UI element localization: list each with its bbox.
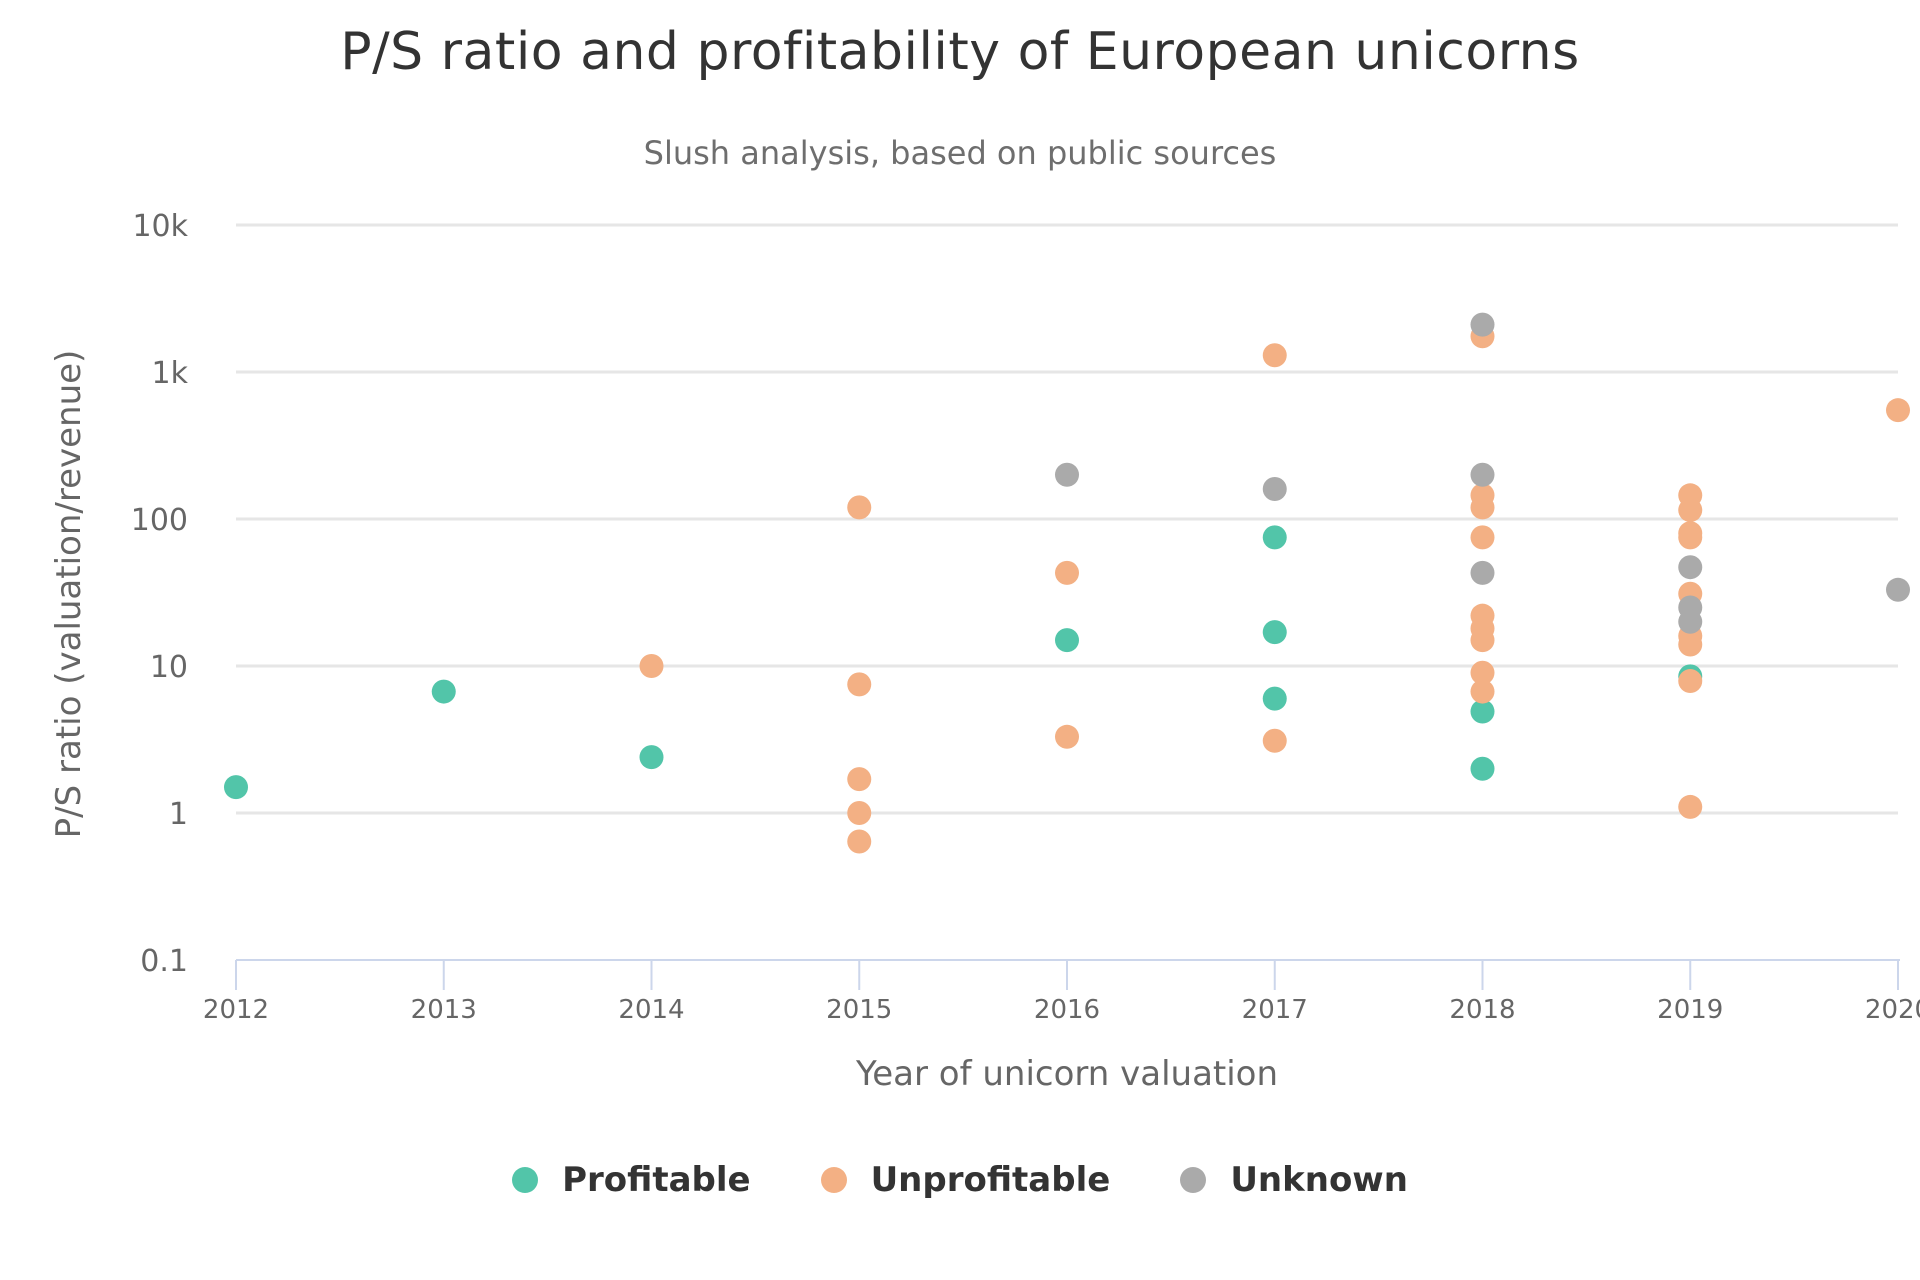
y-axis-title: P/S ratio (valuation/revenue) <box>49 350 89 839</box>
data-point-unprofitable[interactable] <box>1678 669 1703 694</box>
x-tick-label: 2015 <box>826 995 892 1025</box>
x-tick-label: 2013 <box>411 995 477 1025</box>
x-tick-label: 2017 <box>1242 995 1308 1025</box>
x-tick-label: 2018 <box>1449 995 1515 1025</box>
data-point-unprofitable[interactable] <box>1262 343 1287 368</box>
data-point-profitable[interactable] <box>1470 699 1495 724</box>
x-tick-label: 2014 <box>618 995 684 1025</box>
chart-subtitle: Slush analysis, based on public sources <box>643 134 1277 172</box>
data-point-unprofitable[interactable] <box>1470 628 1495 653</box>
x-axis: 2012 2013 2014 2015 2016 2017 2018 2019 2020 <box>203 959 1920 1025</box>
legend-item-unprofitable[interactable]: Unprofitable <box>820 1160 1111 1200</box>
data-point-unprofitable[interactable] <box>1262 728 1287 753</box>
data-point-profitable[interactable] <box>1470 756 1495 781</box>
data-point-profitable[interactable] <box>1055 628 1079 653</box>
data-point-unprofitable[interactable] <box>1886 398 1910 423</box>
data-point-unknown[interactable] <box>1262 476 1287 501</box>
legend-marker-icon <box>512 1167 539 1193</box>
data-point-unprofitable[interactable] <box>1470 525 1495 550</box>
data-point-profitable[interactable] <box>1262 620 1287 645</box>
data-point-profitable[interactable] <box>1262 525 1287 550</box>
data-point-profitable[interactable] <box>224 775 248 800</box>
legend-label: Unprofitable <box>870 1160 1111 1200</box>
data-point-profitable[interactable] <box>1262 686 1287 711</box>
legend-item-profitable[interactable]: Profitable <box>512 1160 751 1200</box>
data-point-unprofitable[interactable] <box>1678 525 1703 550</box>
data-point-unprofitable[interactable] <box>847 829 872 854</box>
data-point-unprofitable[interactable] <box>1678 498 1703 523</box>
data-point-unprofitable[interactable] <box>1055 560 1079 585</box>
y-tick-label: 0.1 <box>140 944 188 979</box>
chart-title: P/S ratio and profitability of European … <box>340 22 1580 82</box>
data-point-unprofitable[interactable] <box>1055 724 1079 749</box>
legend-label: Unknown <box>1230 1160 1408 1200</box>
legend-marker-icon <box>1180 1167 1207 1193</box>
data-point-unprofitable[interactable] <box>847 495 872 520</box>
data-point-unknown[interactable] <box>1678 609 1703 634</box>
y-tick-label: 100 <box>131 503 188 538</box>
data-point-unprofitable[interactable] <box>847 801 872 825</box>
y-tick-label: 10 <box>150 650 188 685</box>
data-point-unprofitable[interactable] <box>1678 794 1703 819</box>
data-point-profitable[interactable] <box>431 679 456 704</box>
y-tick-label: 10k <box>132 209 188 244</box>
data-point-profitable[interactable] <box>639 745 664 770</box>
data-points <box>224 312 1910 854</box>
x-tick-label: 2020 <box>1865 995 1920 1025</box>
data-point-unprofitable[interactable] <box>847 767 872 792</box>
data-point-unknown[interactable] <box>1678 555 1703 580</box>
data-point-unprofitable[interactable] <box>847 672 872 697</box>
data-point-unprofitable[interactable] <box>1470 679 1495 704</box>
data-point-unknown[interactable] <box>1470 462 1495 487</box>
data-point-unknown[interactable] <box>1886 577 1910 602</box>
y-tick-labels: 0.1 1 10 100 1k 10k <box>131 209 189 979</box>
x-tick-label: 2016 <box>1034 995 1100 1025</box>
data-point-unprofitable[interactable] <box>1678 632 1703 657</box>
y-tick-label: 1k <box>152 356 189 391</box>
x-tick-label: 2019 <box>1657 995 1723 1025</box>
data-point-unprofitable[interactable] <box>1470 495 1495 520</box>
x-tick-label: 2012 <box>203 995 269 1025</box>
y-tick-label: 1 <box>169 797 188 832</box>
data-point-unknown[interactable] <box>1470 560 1495 585</box>
legend-label: Profitable <box>562 1160 751 1200</box>
legend-marker-icon <box>820 1167 847 1193</box>
data-point-unknown[interactable] <box>1055 462 1079 487</box>
data-point-unprofitable[interactable] <box>1470 660 1495 685</box>
data-point-unknown[interactable] <box>1470 312 1495 337</box>
legend-item-unknown[interactable]: Unknown <box>1180 1160 1408 1200</box>
legend: Profitable Unprofitable Unknown <box>0 1160 1920 1200</box>
data-point-unprofitable[interactable] <box>639 654 664 678</box>
x-axis-title: Year of unicorn valuation <box>855 1054 1278 1094</box>
gridlines <box>236 223 1898 815</box>
